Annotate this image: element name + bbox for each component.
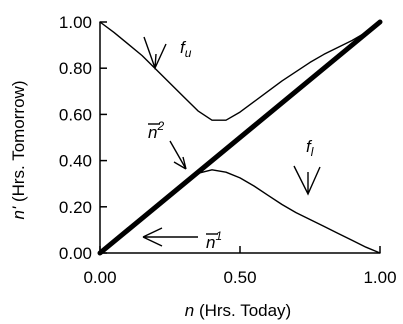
series-line-f-u: [99, 21, 381, 121]
annotation-n1: n1: [142, 227, 222, 252]
label-n2-sup: 2: [156, 119, 164, 133]
y-axis-var: n': [9, 206, 28, 219]
arrow-fl: [293, 165, 321, 196]
y-tick-label: 0.20: [59, 198, 92, 217]
label-n1-sup: 1: [215, 229, 222, 243]
label-fl: fl: [306, 137, 314, 159]
label-fu: fu: [180, 38, 192, 60]
annotation-fu: fu: [143, 36, 192, 70]
y-axis-text: (Hrs. Tomorrow): [9, 81, 28, 207]
label-fl-sub: l: [311, 145, 314, 159]
annotation-n2: n2: [148, 119, 187, 170]
x-ticks: 0.00 0.50 1.00: [83, 246, 397, 287]
label-fu-sub: u: [185, 46, 192, 60]
arrow-n1: [142, 227, 198, 247]
y-tick-label: 0.60: [59, 105, 92, 124]
x-axis-text: (Hrs. Today): [194, 301, 291, 320]
y-tick-label: 0.40: [59, 152, 92, 171]
x-tick-label: 0.00: [83, 268, 116, 287]
label-n2: n2: [148, 119, 164, 142]
x-axis-label: n (Hrs. Today): [185, 301, 291, 320]
plot-area: [97, 19, 383, 256]
series-line-f-l: [99, 169, 381, 254]
y-tick-label: 1.00: [59, 13, 92, 32]
arrow-fu: [143, 36, 167, 70]
arrow-n2: [169, 140, 187, 170]
x-tick-label: 0.50: [223, 268, 256, 287]
annotation-fl: fl: [293, 137, 321, 196]
x-tick-label: 1.00: [363, 268, 396, 287]
y-tick-label: 0.00: [59, 244, 92, 263]
x-axis-var: n: [185, 301, 194, 320]
y-axis-label: n' (Hrs. Tomorrow): [9, 81, 28, 220]
label-n1: n1: [206, 229, 222, 252]
y-tick-label: 0.80: [59, 59, 92, 78]
y-ticks: 0.00 0.20 0.40 0.60 0.80 1.00: [59, 13, 107, 263]
